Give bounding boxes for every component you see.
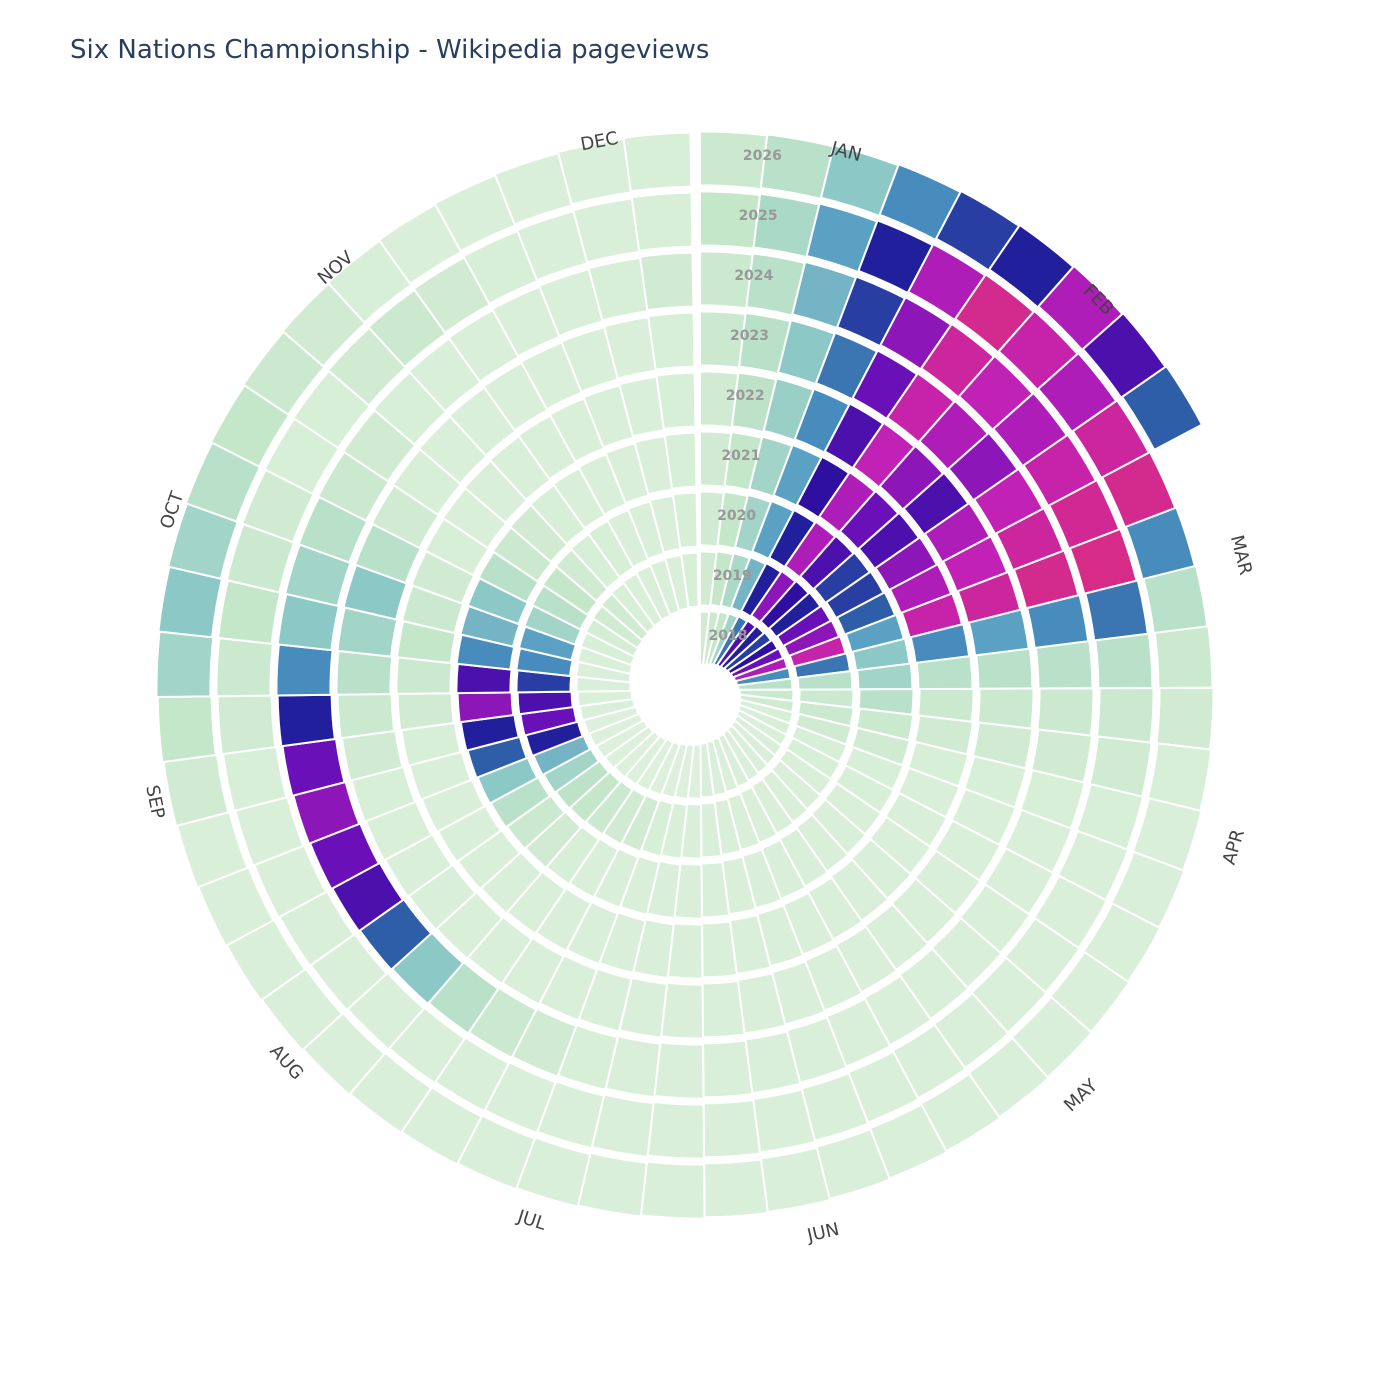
year-label: 2020 — [717, 508, 756, 524]
week-segment — [335, 649, 394, 696]
year-label: 2019 — [713, 568, 752, 584]
week-segment — [701, 979, 746, 1039]
week-segment — [1034, 640, 1094, 690]
month-label: JUL — [514, 1206, 548, 1235]
week-segment — [702, 1098, 762, 1159]
year-label: 2018 — [709, 628, 748, 644]
week-segment — [1142, 564, 1209, 635]
month-label: SEP — [141, 783, 168, 820]
year-label: 2023 — [730, 328, 769, 344]
month-label: APR — [1219, 827, 1249, 867]
year-label: 2025 — [739, 208, 778, 224]
week-segment — [276, 693, 336, 748]
segments — [155, 130, 1215, 1220]
year-label: 2024 — [734, 268, 773, 284]
month-label: JUN — [804, 1219, 841, 1247]
week-segment — [162, 753, 230, 828]
week-segment — [653, 1041, 705, 1100]
month-label: MAR — [1226, 533, 1256, 577]
week-segment — [659, 981, 705, 1040]
year-label: 2026 — [743, 148, 782, 164]
week-segment — [655, 371, 697, 431]
chart-title: Six Nations Championship - Wikipedia pag… — [70, 35, 709, 65]
year-label: 2022 — [726, 388, 765, 404]
week-segment — [622, 131, 693, 193]
week-segment — [1036, 687, 1095, 737]
week-segment — [647, 311, 696, 371]
year-label: 2021 — [721, 448, 760, 464]
week-segment — [680, 551, 700, 609]
week-segment — [1153, 625, 1214, 690]
week-segment — [701, 920, 739, 979]
week-segment — [975, 647, 1034, 690]
week-segment — [275, 643, 334, 697]
week-segment — [396, 692, 455, 732]
month-label: MAY — [1060, 1075, 1102, 1117]
week-segment — [702, 1039, 754, 1099]
week-segment — [663, 431, 698, 490]
week-segment — [1120, 364, 1204, 452]
week-segment — [1094, 632, 1154, 690]
week-segment — [216, 694, 277, 756]
week-segment — [1155, 686, 1215, 751]
week-segment — [671, 491, 699, 550]
week-segment — [638, 251, 695, 312]
week-segment — [639, 1160, 706, 1220]
week-segment — [156, 695, 218, 764]
week-segment — [759, 1146, 832, 1214]
week-segment — [155, 630, 215, 699]
week-segment — [1095, 687, 1155, 744]
week-segment — [915, 654, 974, 691]
week-segment — [336, 692, 396, 740]
week-segment — [630, 191, 694, 252]
week-segment — [646, 1100, 706, 1160]
week-segment — [703, 1158, 770, 1219]
week-segment — [215, 636, 275, 698]
